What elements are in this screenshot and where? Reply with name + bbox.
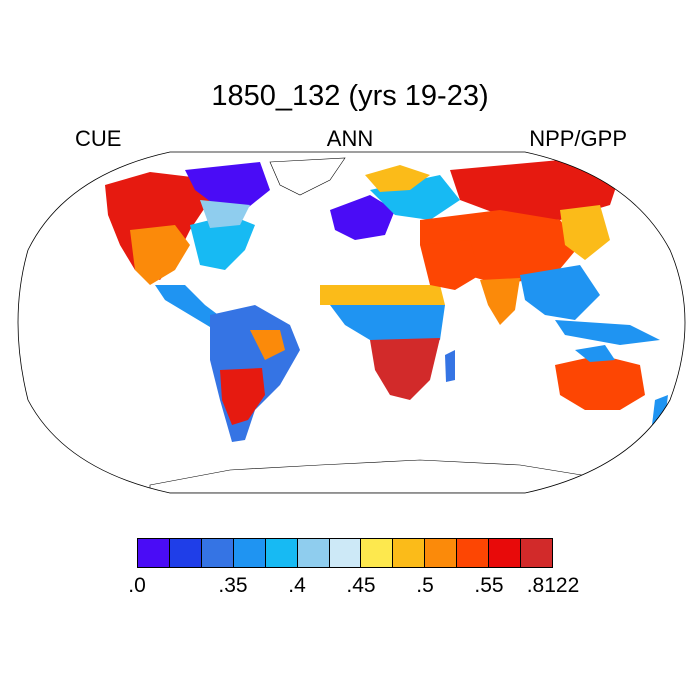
north-america-east	[190, 215, 255, 270]
africa-central	[330, 305, 445, 345]
india	[480, 278, 520, 325]
central-america	[155, 285, 225, 330]
right-label: NPP/GPP	[529, 126, 627, 151]
colorbar-tick-label: .8122	[526, 574, 580, 597]
land-fields	[105, 157, 668, 493]
asia-east	[560, 205, 610, 260]
scandinavia	[365, 165, 430, 192]
australia	[555, 355, 645, 410]
new-zealand	[652, 395, 668, 425]
left-label: CUE	[75, 126, 122, 151]
north-america-north	[185, 162, 270, 210]
colorbar-tick-label: .35	[218, 574, 248, 597]
indonesia	[555, 320, 660, 345]
africa-south	[370, 338, 440, 400]
colorbar-box	[169, 539, 202, 567]
south-america-east	[250, 330, 285, 360]
asia-southeast	[520, 265, 600, 320]
colorbar-box	[521, 539, 552, 567]
asia-north	[450, 160, 620, 220]
colorbar-tick-label: .45	[346, 574, 376, 597]
middle-east	[420, 240, 480, 290]
colorbar-tick-label: .5	[416, 574, 434, 597]
colorbar-box	[361, 539, 394, 567]
colorbar-box	[393, 539, 426, 567]
greenland	[269, 157, 346, 196]
antarctica	[149, 459, 651, 493]
colorbar-box	[457, 539, 490, 567]
south-america-south	[220, 368, 265, 425]
europe-west	[330, 195, 395, 240]
sahara	[325, 245, 440, 292]
colorbar-box	[297, 539, 330, 567]
colorbar-box	[138, 539, 170, 567]
globe-outline	[17, 151, 686, 494]
colorbar-box	[425, 539, 458, 567]
colorbar-tick-label: .0	[128, 574, 146, 597]
madagascar	[445, 350, 455, 382]
north-america-mid	[130, 225, 190, 285]
colorbar-box	[329, 539, 362, 567]
colorbar	[137, 538, 553, 568]
sahel	[320, 285, 445, 305]
colorbar-tick-label: .4	[288, 574, 306, 597]
colorbar-box	[489, 539, 522, 567]
north-america-west	[105, 172, 210, 280]
colorbar-box	[201, 539, 234, 567]
center-label: ANN	[326, 126, 374, 151]
colorbar-box	[233, 539, 266, 567]
australia-coast	[575, 345, 615, 362]
colorbar-box	[265, 539, 298, 567]
colorbar-tick-label: .55	[474, 574, 504, 597]
north-america-southeast	[200, 200, 250, 228]
map-title: 1850_132 (yrs 19-23)	[211, 80, 489, 112]
